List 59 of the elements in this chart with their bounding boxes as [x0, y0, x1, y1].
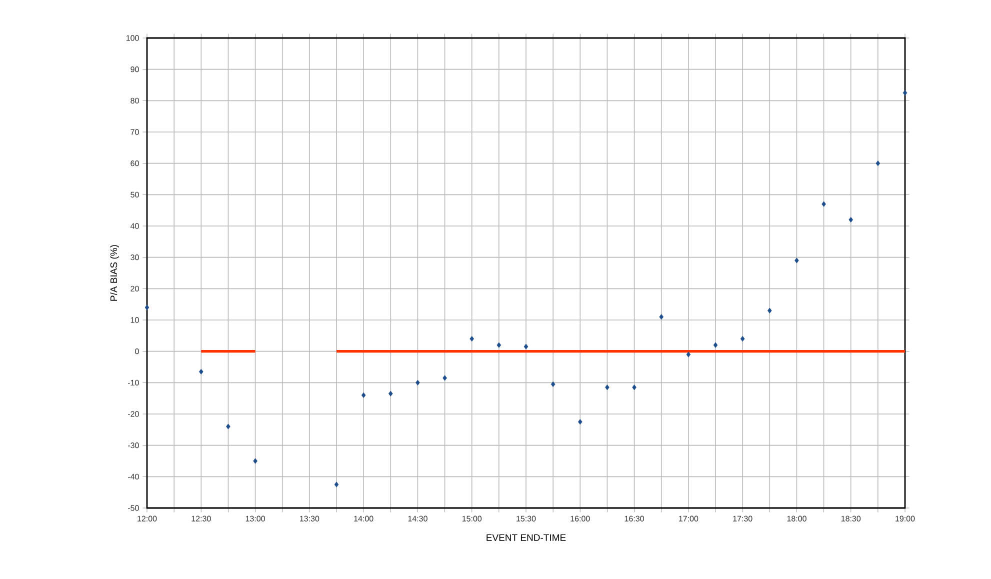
point — [794, 258, 799, 264]
x-tick-label: 14:00 — [354, 516, 374, 522]
y-tick-label: 40 — [130, 223, 139, 229]
point — [740, 336, 745, 342]
y-tick-label: 0 — [135, 348, 139, 354]
x-tick-label: 12:00 — [138, 516, 157, 522]
y-tick-label: 20 — [130, 286, 139, 292]
x-tick-label: 13:00 — [246, 516, 265, 522]
point — [550, 381, 556, 388]
x-tick-label: 18:30 — [841, 516, 861, 522]
point — [686, 352, 691, 358]
x-tick-label: 13:30 — [300, 516, 320, 522]
y-tick-label: -30 — [128, 442, 139, 448]
y-axis-title: P/A BIAS (%) — [110, 245, 119, 301]
y-tick-label: -50 — [128, 505, 139, 511]
point — [659, 314, 664, 320]
point — [388, 390, 393, 396]
y-tick-label: 30 — [130, 254, 139, 260]
x-tick-label: 14:30 — [408, 516, 428, 522]
x-tick-label: 12:30 — [192, 516, 211, 522]
y-tick-label: 80 — [130, 98, 139, 104]
point — [334, 482, 339, 488]
point — [876, 160, 880, 166]
y-tick-label: 60 — [130, 160, 139, 166]
x-tick-label: 19:00 — [896, 516, 915, 522]
point — [198, 368, 204, 374]
point — [713, 342, 718, 348]
point — [253, 458, 258, 464]
point — [442, 375, 447, 381]
y-tick-label: -10 — [128, 380, 139, 386]
point — [470, 336, 474, 342]
x-tick-label: 17:00 — [679, 516, 698, 522]
x-tick-label: 18:00 — [787, 516, 806, 522]
point — [822, 201, 826, 207]
point — [848, 216, 854, 223]
y-tick-label: 100 — [126, 35, 139, 41]
point — [767, 308, 772, 314]
x-tick-label: 15:30 — [516, 516, 536, 522]
y-tick-label: 50 — [130, 192, 139, 198]
point — [361, 392, 366, 398]
point — [416, 380, 420, 386]
point — [902, 90, 908, 96]
point — [226, 424, 230, 430]
y-tick-label: 10 — [130, 317, 139, 323]
x-tick-label: 16:30 — [624, 516, 644, 522]
point — [605, 384, 610, 390]
y-tick-label: -20 — [128, 411, 139, 417]
x-axis-title: EVENT END-TIME — [486, 534, 566, 541]
y-tick-label: 90 — [130, 66, 139, 72]
y-tick-label: -40 — [128, 474, 139, 480]
point — [632, 384, 636, 390]
y-tick-label: 70 — [130, 129, 139, 135]
x-tick-label: 16:00 — [570, 516, 590, 522]
point — [496, 342, 502, 348]
point — [144, 304, 150, 310]
point — [524, 344, 528, 350]
x-tick-label: 15:00 — [462, 516, 482, 522]
x-tick-label: 17:30 — [733, 516, 752, 522]
point — [578, 419, 582, 425]
